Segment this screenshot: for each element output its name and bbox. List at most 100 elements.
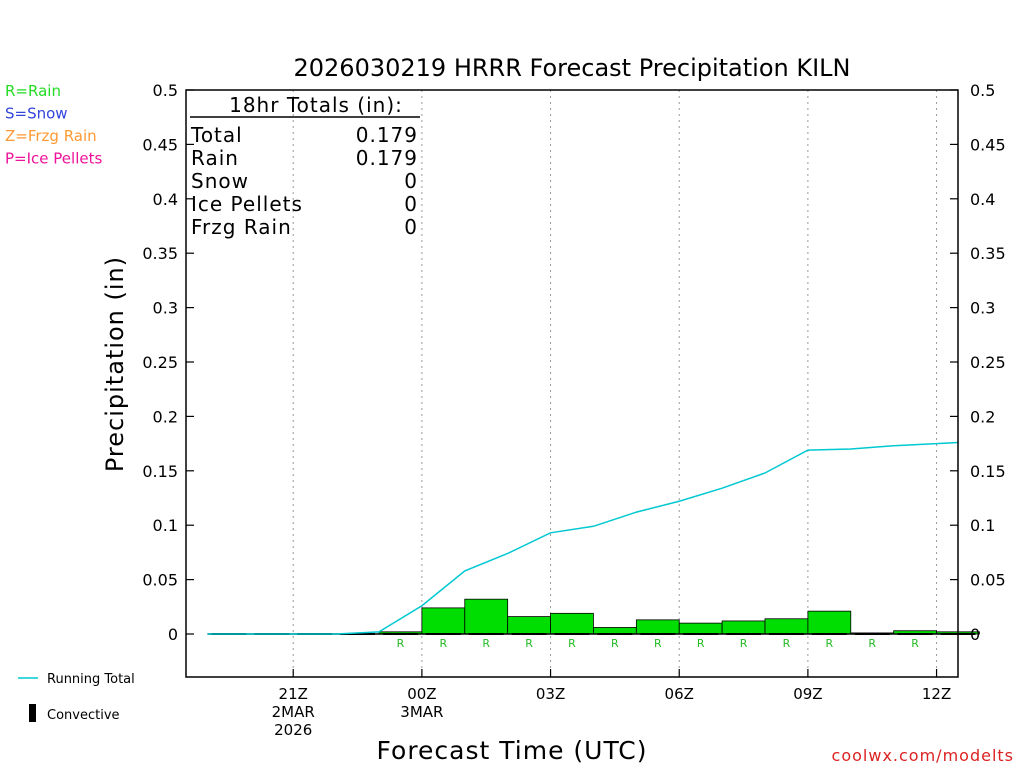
ptype-marker-10: R xyxy=(826,637,834,650)
y-tick-label-left-7: 0.35 xyxy=(142,244,178,263)
credit-text: coolwx.com/modelts xyxy=(832,746,1014,765)
totals-label-0: Total xyxy=(190,123,243,147)
convective-bar-15 xyxy=(854,633,890,635)
y-tick-label-right-8: 0.4 xyxy=(970,190,995,209)
x-tick-label-3-0: 06Z xyxy=(665,685,694,703)
totals-label-3: Ice Pellets xyxy=(191,192,303,216)
plot-frame xyxy=(185,89,959,678)
y-tick-label-right-5: 0.25 xyxy=(970,353,1006,372)
legend-convective-swatch xyxy=(29,704,36,722)
ptype-marker-4: R xyxy=(568,637,576,650)
x-tick-label-1-0: 00Z xyxy=(407,685,436,703)
totals-header: 18hr Totals (in): xyxy=(229,93,403,117)
y-tick-label-right-1: 0.05 xyxy=(970,571,1006,590)
rain-bars xyxy=(378,598,980,635)
convective-bar-11 xyxy=(683,633,719,635)
totals-value-2: 0 xyxy=(404,169,418,193)
ptype-marker-2: R xyxy=(482,637,490,650)
grid xyxy=(292,90,938,677)
ptype-marker-7: R xyxy=(697,637,705,650)
y-tick-label-right-4: 0.2 xyxy=(970,407,995,426)
ptype-marker-6: R xyxy=(654,637,662,650)
ptype-marker-0: R xyxy=(397,637,405,650)
convective-bar-3 xyxy=(340,633,375,635)
totals-value-4: 0 xyxy=(404,215,418,239)
x-axis-label: Forecast Time (UTC) xyxy=(377,736,648,765)
ptype-legend-3: P=Ice Pellets xyxy=(5,150,102,168)
ptype-marker-9: R xyxy=(783,637,791,650)
y-tick-label-right-9: 0.45 xyxy=(970,135,1006,154)
convective-bar-6 xyxy=(468,633,504,635)
y-tick-label-left-10: 0.5 xyxy=(153,81,178,100)
ptype-legend-1: S=Snow xyxy=(5,105,68,123)
y-tick-label-left-2: 0.1 xyxy=(153,516,178,535)
ptype-marker-1: R xyxy=(440,637,448,650)
totals-label-4: Frzg Rain xyxy=(191,215,292,239)
totals-value-3: 0 xyxy=(404,192,418,216)
x-tick-label-0-2: 2026 xyxy=(274,721,312,739)
convective-bar-16 xyxy=(897,633,933,635)
rain-bar-8 xyxy=(550,612,594,635)
ptype-marker-8: R xyxy=(740,637,748,650)
legend-running-total: Running Total xyxy=(47,672,135,687)
x-tick-label-0-1: 2MAR xyxy=(272,703,315,721)
ptype-marker-5: R xyxy=(611,637,619,650)
x-tick-label-0-0: 21Z xyxy=(279,685,308,703)
y-tick-label-left-3: 0.15 xyxy=(142,462,178,481)
ptype-marker-11: R xyxy=(868,637,876,650)
convective-bar-5 xyxy=(425,633,461,635)
x-tick-label-2-0: 03Z xyxy=(536,685,565,703)
chart-title: 2026030219 HRRR Forecast Precipitation K… xyxy=(294,54,851,82)
convective-bar-13 xyxy=(769,633,804,635)
y-tick-label-left-9: 0.45 xyxy=(142,135,178,154)
running-total-polyline xyxy=(207,441,959,635)
axes xyxy=(185,89,959,678)
y-axis-label: Precipitation (in) xyxy=(101,256,129,472)
convective-bar-14 xyxy=(811,633,847,635)
series-legend: Running Total Convective xyxy=(18,672,135,723)
convective-bar-8 xyxy=(554,633,590,635)
totals-value-0: 0.179 xyxy=(356,123,418,147)
convective-bar-4 xyxy=(383,633,418,635)
y-tick-label-right-6: 0.3 xyxy=(970,299,995,318)
y-tick-label-left-6: 0.3 xyxy=(153,299,178,318)
totals-value-1: 0.179 xyxy=(356,146,418,170)
ptype-marker-12: R xyxy=(911,637,919,650)
rain-bar-5 xyxy=(421,607,466,635)
y-tick-label-left-1: 0.05 xyxy=(142,571,178,590)
y-ticks: 0 00.05 0.050.1 0.10.15 0.150.2 0.20.25 0.250.… xyxy=(142,81,1005,644)
y-tick-label-right-0: 0 xyxy=(970,625,980,644)
ptype-legend: R=Rain S=Snow Z=Frzg Rain P=Ice Pellets xyxy=(5,82,102,168)
y-tick-label-left-5: 0.25 xyxy=(142,353,178,372)
ptype-legend-2: Z=Frzg Rain xyxy=(5,127,97,145)
ptype-marker-3: R xyxy=(525,637,533,650)
rain-bar-14 xyxy=(807,610,852,635)
x-tick-label-4-0: 09Z xyxy=(793,685,822,703)
rain-bar-11 xyxy=(678,622,723,635)
rain-bar-12 xyxy=(721,620,766,635)
convective-bar-9 xyxy=(597,633,633,635)
rain-bar-10 xyxy=(635,619,680,635)
convective-bar-12 xyxy=(726,633,761,635)
y-tick-label-right-7: 0.35 xyxy=(970,244,1006,263)
convective-bar-10 xyxy=(640,633,676,635)
convective-bar-7 xyxy=(511,633,547,635)
legend-convective: Convective xyxy=(47,708,120,723)
rain-bar-6 xyxy=(464,598,509,635)
ptype-legend-0: R=Rain xyxy=(5,82,61,100)
y-tick-label-left-8: 0.4 xyxy=(153,190,178,209)
running-total-line xyxy=(207,441,959,635)
y-tick-label-right-3: 0.15 xyxy=(970,462,1006,481)
rain-bar-7 xyxy=(507,616,551,635)
y-tick-label-left-0: 0 xyxy=(168,625,178,644)
x-tick-label-1-1: 3MAR xyxy=(400,703,443,721)
totals-box: 18hr Totals (in): Total 0.179 Rain 0.179 Snow… xyxy=(190,93,420,239)
totals-label-1: Rain xyxy=(191,146,239,170)
y-tick-label-right-2: 0.1 xyxy=(970,516,995,535)
rain-bar-13 xyxy=(764,618,809,635)
x-tick-label-5-0: 12Z xyxy=(922,685,951,703)
y-tick-label-right-10: 0.5 xyxy=(970,81,995,100)
